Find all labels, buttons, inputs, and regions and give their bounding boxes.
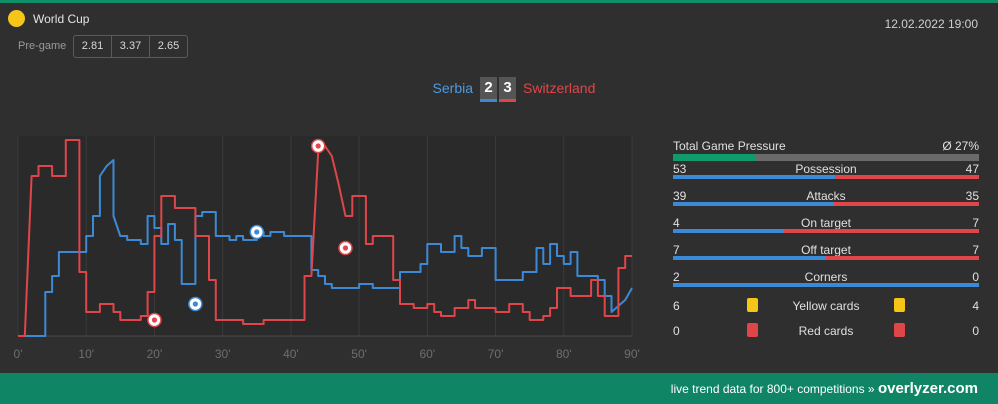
card-home-value: 0	[673, 324, 680, 338]
pressure-trend-chart[interactable]: 0' 10' 20' 30' 40' 50' 60' 70' 80' 90'	[0, 130, 645, 370]
goal-ball-icon	[151, 317, 158, 323]
stat-label: Corners	[804, 270, 848, 284]
stat-away-value: 47	[965, 162, 979, 176]
away-score: 3	[499, 77, 516, 102]
stat-away-value: 7	[972, 243, 979, 257]
x-tick-label: 50'	[351, 347, 367, 361]
card-home-value: 6	[673, 299, 680, 313]
x-tick-label: 90'	[624, 347, 640, 361]
odd-away[interactable]: 2.65	[149, 36, 187, 57]
pressure-label: Total Game Pressure	[673, 139, 786, 153]
away-share-bar	[834, 202, 979, 206]
stat-row: 4 On target 7	[673, 216, 979, 243]
stat-row: 7 Off target 7	[673, 243, 979, 270]
pressure-bar	[673, 154, 979, 161]
x-tick-label: 0'	[14, 347, 23, 361]
stat-home-value: 7	[673, 243, 680, 257]
stat-split-bar	[673, 202, 979, 206]
x-tick-label: 10'	[78, 347, 94, 361]
goal-ball-icon	[315, 143, 321, 149]
pressure-value: Ø 27%	[942, 139, 979, 153]
home-share-bar	[673, 202, 835, 206]
stat-away-value: 0	[972, 270, 979, 284]
footer-banner[interactable]: live trend data for 800+ competitions » …	[0, 373, 998, 404]
home-team-name[interactable]: Serbia	[432, 80, 473, 96]
stat-split-bar	[673, 229, 979, 233]
card-label: Red cards	[798, 324, 854, 338]
stats-panel: Total Game Pressure Ø 27% 53 Possession 47…	[673, 136, 979, 349]
x-tick-label: 80'	[556, 347, 572, 361]
goal-ball-icon	[342, 245, 349, 251]
chart-plot-area	[18, 136, 632, 336]
away-trend-line	[18, 139, 632, 337]
pregame-odds: 2.81 3.37 2.65	[73, 35, 188, 58]
stat-split-bar	[673, 256, 979, 260]
top-accent-line	[0, 0, 998, 3]
card-row: 0 Red cards 0	[673, 323, 979, 349]
away-share-bar	[784, 229, 979, 233]
goal-ball-icon	[192, 301, 198, 307]
stat-home-value: 39	[673, 189, 687, 203]
x-tick-label: 40'	[283, 347, 299, 361]
home-share-bar	[673, 175, 836, 179]
card-icon	[894, 323, 905, 337]
stat-label: Possession	[795, 162, 857, 176]
home-share-bar	[673, 283, 979, 287]
x-tick-label: 30'	[215, 347, 231, 361]
home-trend-line	[18, 159, 633, 337]
odd-draw[interactable]: 3.37	[111, 36, 149, 57]
home-score: 2	[480, 77, 497, 102]
stat-home-value: 53	[673, 162, 687, 176]
home-share-bar	[673, 229, 785, 233]
footer-text[interactable]: live trend data for 800+ competitions » …	[671, 380, 978, 397]
x-tick-label: 20'	[147, 347, 163, 361]
pregame-label: Pre-game	[18, 40, 67, 52]
pressure-row: Total Game Pressure Ø 27%	[673, 136, 979, 162]
stat-label: On target	[800, 216, 852, 230]
stat-away-value: 7	[972, 216, 979, 230]
stat-away-value: 35	[965, 189, 979, 203]
stat-label: Attacks	[806, 189, 846, 203]
away-share-bar	[826, 256, 979, 260]
stat-split-bar	[673, 175, 979, 179]
match-datetime: 12.02.2022 19:00	[884, 17, 978, 31]
footer-brand[interactable]: overlyzer.com	[877, 380, 978, 397]
stat-home-value: 2	[673, 270, 680, 284]
stat-row: 2 Corners 0	[673, 270, 979, 297]
away-team-name[interactable]: Switzerland	[523, 80, 596, 96]
stat-row: 53 Possession 47	[673, 162, 979, 189]
card-label: Yellow cards	[792, 299, 860, 313]
league-icon	[8, 10, 25, 27]
stat-label: Off target	[801, 243, 851, 257]
stat-split-bar	[673, 283, 979, 287]
pressure-fill	[673, 154, 756, 161]
card-away-value: 4	[972, 299, 979, 313]
card-icon	[894, 298, 905, 312]
card-icon	[747, 298, 758, 312]
stat-home-value: 4	[673, 216, 680, 230]
goal-ball-icon	[254, 229, 260, 235]
card-away-value: 0	[972, 324, 979, 338]
odd-home[interactable]: 2.81	[81, 40, 104, 52]
x-tick-label: 70'	[488, 347, 504, 361]
scoreline: Serbia 2 3 Switzerland	[0, 77, 998, 103]
away-share-bar	[835, 175, 979, 179]
home-share-bar	[673, 256, 826, 260]
footer-tagline: live trend data for 800+ competitions »	[670, 382, 875, 396]
x-tick-label: 60'	[420, 347, 436, 361]
card-row: 6 Yellow cards 4	[673, 298, 979, 324]
stat-row: 39 Attacks 35	[673, 189, 979, 216]
card-icon	[747, 323, 758, 337]
league-name[interactable]: World Cup	[33, 12, 90, 26]
